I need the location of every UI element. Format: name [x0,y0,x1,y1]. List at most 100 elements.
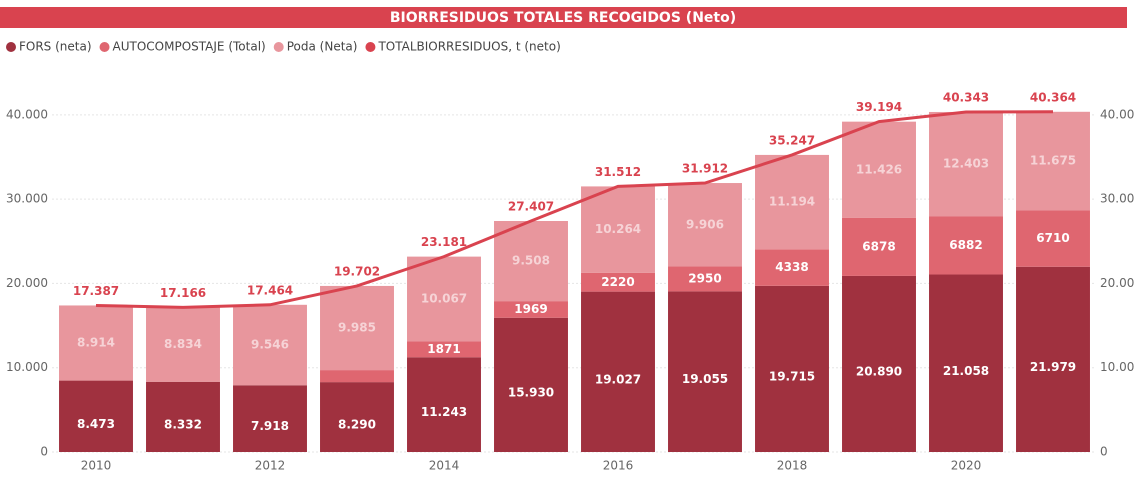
line [95,110,1054,309]
data-label: 40.343 [943,90,989,104]
data-label: 8.290 [338,418,376,432]
bar-segment [581,291,655,452]
x-tick-label: 2010 [81,459,112,473]
data-label: 6882 [949,238,982,252]
legend-marker [365,42,376,52]
bar-segment [146,381,220,452]
y2-tick-label: 0 [1100,445,1108,459]
data-label: 19.027 [595,372,641,386]
bar-segment [146,307,220,382]
data-label: 2220 [601,275,634,289]
x-tick-label: 2014 [429,459,460,473]
bar-segment [581,186,655,273]
data-label: 6878 [862,239,895,253]
bar-segment [233,304,307,386]
data-label: 35.247 [769,133,815,147]
bar-segment [494,301,568,318]
bar-segment [1016,210,1090,267]
y2-tick-label: 10.000 [1100,360,1134,374]
data-label: 8.332 [164,417,202,431]
data-label: 15.930 [508,385,554,399]
data-label: 1871 [427,342,460,356]
data-label: 40.364 [1030,90,1076,104]
bar-segment [494,220,568,302]
bar-segment [494,317,568,452]
y2-tick-label: 30.000 [1100,192,1134,206]
x-tick-label: 2012 [255,459,286,473]
data-label: 17.387 [73,284,119,298]
data-label: 9.508 [512,254,550,268]
data-label: 7.918 [251,419,289,433]
bar-segment [668,183,742,267]
legend-marker [99,42,110,52]
data-label: 19.055 [682,372,728,386]
y-tick-label: 30.000 [6,192,48,206]
bar-segment [668,291,742,452]
legend-marker [273,42,284,52]
data-label: 21.058 [943,364,989,378]
bar-segment [581,272,655,292]
data-label: 10.067 [421,292,467,306]
data-label: 9.906 [686,217,724,231]
y-tick-label: 10.000 [6,360,48,374]
bar-segment [407,256,481,342]
bar-segment [320,370,394,383]
legend-label: FORS (neta) [19,40,92,54]
legend-label: TOTALBIORRESIDUOS, t (neto) [377,40,560,54]
bar-segment [929,216,1003,275]
data-label: 27.407 [508,199,554,213]
data-label: 21.979 [1030,360,1076,374]
y2-tick-label: 40.000 [1100,107,1134,121]
bar-segment [842,275,916,452]
bar-segment [407,357,481,452]
data-label: 8.473 [77,417,115,431]
legend-marker [6,42,16,52]
x-tick-label: 2016 [603,459,634,473]
data-label: 11.194 [769,195,815,209]
legend-label: AUTOCOMPOSTAJE (Total) [113,40,266,54]
data-label: 17.166 [160,286,206,300]
y-tick-label: 0 [40,445,48,459]
y2-tick-label: 20.000 [1100,276,1134,290]
bar-segment [1016,266,1090,452]
data-label: 2950 [688,271,721,285]
data-label: 11.675 [1030,153,1076,167]
data-label: 11.243 [421,405,467,419]
data-label: 19.702 [334,264,380,278]
bar-segment [755,249,829,286]
bar-segment [59,305,133,381]
data-label: 1969 [514,302,547,316]
chart-title: BIORRESIDUOS TOTALES RECOGIDOS (Neto) [390,10,736,26]
bar-segment [842,121,916,218]
bar-segment [755,154,829,250]
data-label: 31.512 [595,165,641,179]
data-label: 9.546 [251,338,289,352]
data-label: 8.914 [77,336,115,350]
data-label: 6710 [1036,231,1069,245]
data-label: 10.264 [595,222,641,236]
data-label: 4338 [775,260,808,274]
x-tick-label: 2020 [951,459,982,473]
x-tick-label: 2018 [777,459,808,473]
data-label: 39.194 [856,100,902,114]
data-label: 11.426 [856,162,902,176]
legend-label: Poda (Neta) [287,40,358,54]
bar-segment [407,341,481,358]
data-label: 19.715 [769,369,815,383]
data-label: 17.464 [247,283,293,297]
bar-segment [233,385,307,452]
bar-segment [929,111,1003,217]
bar-segment [929,274,1003,452]
bar-segment [1016,111,1090,211]
y-tick-label: 20.000 [6,276,48,290]
data-label: 23.181 [421,235,467,249]
y-tick-label: 40.000 [6,107,48,121]
data-label: 8.834 [164,337,202,351]
bar-segment [668,266,742,292]
bar-segment [320,382,394,452]
bar-segment [842,217,916,276]
title-bar [0,7,1127,28]
data-label: 31.912 [682,162,728,176]
data-label: 12.403 [943,157,989,171]
